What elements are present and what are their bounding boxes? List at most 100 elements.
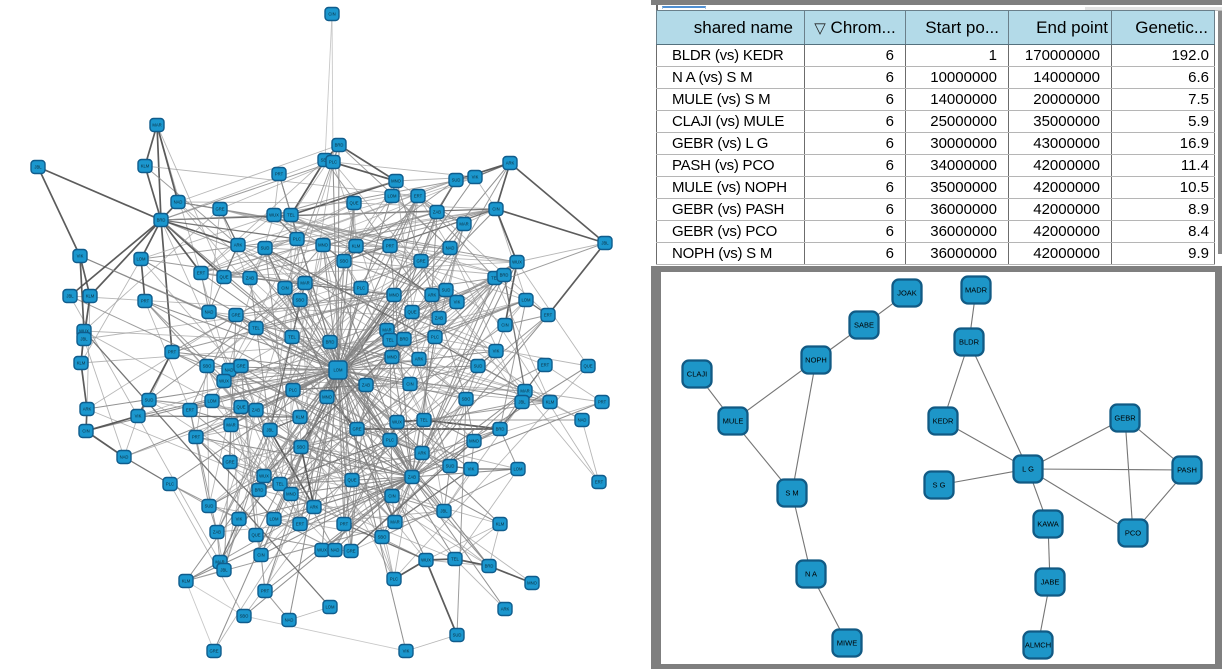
- svg-text:MNO: MNO: [286, 492, 297, 497]
- svg-text:BRD: BRD: [500, 273, 509, 278]
- svg-text:ERT: ERT: [296, 522, 305, 527]
- svg-text:NAD: NAD: [446, 246, 455, 251]
- svg-text:QUE: QUE: [219, 275, 228, 280]
- svg-text:SUD: SUD: [446, 464, 455, 469]
- svg-text:KLM: KLM: [546, 400, 555, 405]
- svg-text:QUE: QUE: [251, 533, 260, 538]
- svg-text:ALMCH: ALMCH: [1025, 641, 1051, 650]
- svg-text:MAR: MAR: [226, 423, 235, 428]
- svg-text:LOM: LOM: [387, 194, 397, 199]
- svg-text:ZAB: ZAB: [435, 316, 443, 321]
- svg-text:JOAK: JOAK: [897, 289, 917, 298]
- svg-text:PASH: PASH: [1177, 466, 1197, 475]
- svg-text:KLM: KLM: [141, 164, 150, 169]
- svg-text:KLM: KLM: [352, 244, 361, 249]
- svg-text:PLC: PLC: [390, 577, 398, 582]
- svg-text:LOM: LOM: [136, 257, 146, 262]
- svg-text:NAD: NAD: [578, 418, 587, 423]
- svg-text:CIN: CIN: [328, 12, 335, 17]
- svg-text:QUE: QUE: [407, 310, 416, 315]
- svg-text:ARK: ARK: [501, 607, 510, 612]
- svg-text:ERT: ERT: [197, 271, 206, 276]
- svg-text:WUX: WUX: [79, 329, 89, 334]
- svg-text:WUX: WUX: [512, 260, 522, 265]
- svg-text:GRE: GRE: [209, 649, 218, 654]
- svg-text:ZAB: ZAB: [252, 408, 260, 413]
- svg-text:ZAB: ZAB: [362, 383, 370, 388]
- svg-text:BRD: BRD: [400, 337, 409, 342]
- svg-text:WUX: WUX: [317, 548, 327, 553]
- svg-text:PLC: PLC: [166, 482, 174, 487]
- svg-text:LOM: LOM: [269, 517, 279, 522]
- svg-text:CIN: CIN: [501, 323, 508, 328]
- svg-text:NAD: NAD: [120, 455, 129, 460]
- svg-text:ARK: ARK: [310, 505, 319, 510]
- svg-text:PRT: PRT: [275, 172, 284, 177]
- svg-text:VIK: VIK: [472, 175, 479, 180]
- svg-text:SUD: SUD: [474, 364, 483, 369]
- svg-text:PRT: PRT: [386, 244, 395, 249]
- svg-text:GRE: GRE: [236, 364, 245, 369]
- svg-text:SUD: SUD: [145, 398, 154, 403]
- svg-text:TEL: TEL: [491, 276, 499, 281]
- svg-text:SUD: SUD: [261, 246, 270, 251]
- svg-text:LOM: LOM: [325, 605, 335, 610]
- svg-text:PRT: PRT: [141, 299, 150, 304]
- svg-text:LOM: LOM: [207, 399, 217, 404]
- svg-text:SUD: SUD: [453, 633, 462, 638]
- svg-text:ZAB: ZAB: [408, 475, 416, 480]
- svg-text:MNO: MNO: [391, 179, 402, 184]
- svg-text:MNO: MNO: [469, 439, 480, 444]
- svg-text:TEL: TEL: [252, 326, 260, 331]
- svg-text:LOM: LOM: [521, 298, 531, 303]
- svg-text:VIK: VIK: [454, 300, 461, 305]
- svg-text:MNO: MNO: [318, 243, 329, 248]
- svg-text:ERT: ERT: [544, 313, 553, 318]
- svg-text:VIK: VIK: [468, 467, 475, 472]
- svg-text:JBL: JBL: [518, 400, 526, 405]
- svg-text:KAWA: KAWA: [1037, 520, 1059, 529]
- svg-text:JBL: JBL: [266, 428, 274, 433]
- svg-text:CIN: CIN: [281, 286, 288, 291]
- svg-text:TEL: TEL: [287, 213, 295, 218]
- svg-text:PLC: PLC: [386, 438, 394, 443]
- svg-text:BRD: BRD: [157, 218, 166, 223]
- svg-text:ERT: ERT: [595, 480, 604, 485]
- svg-text:MAR: MAR: [459, 222, 468, 227]
- svg-text:MNO: MNO: [387, 355, 398, 360]
- svg-text:VIK: VIK: [403, 649, 410, 654]
- svg-text:PRT: PRT: [598, 400, 607, 405]
- svg-text:JBL: JBL: [220, 568, 228, 573]
- svg-text:SUD: SUD: [205, 504, 214, 509]
- svg-text:PLC: PLC: [431, 335, 439, 340]
- svg-text:SBO: SBO: [340, 259, 350, 264]
- svg-text:ZAB: ZAB: [433, 210, 441, 215]
- svg-text:NAD: NAD: [205, 310, 214, 315]
- svg-text:N A: N A: [805, 570, 817, 579]
- svg-text:GRE: GRE: [346, 549, 355, 554]
- svg-text:CIN: CIN: [257, 553, 264, 558]
- svg-text:ARK: ARK: [418, 451, 427, 456]
- svg-text:WUX: WUX: [259, 474, 269, 479]
- svg-text:QUE: QUE: [347, 478, 356, 483]
- svg-text:LOM: LOM: [513, 467, 523, 472]
- svg-text:BRD: BRD: [255, 488, 264, 493]
- svg-text:TEL: TEL: [420, 418, 428, 423]
- svg-text:L G: L G: [1022, 465, 1034, 474]
- svg-text:PLC: PLC: [293, 237, 301, 242]
- svg-text:LOM: LOM: [333, 368, 343, 373]
- svg-text:BRD: BRD: [326, 340, 335, 345]
- svg-text:BRD: BRD: [485, 564, 494, 569]
- svg-text:PRT: PRT: [340, 522, 349, 527]
- svg-text:KLM: KLM: [182, 579, 191, 584]
- svg-text:WUX: WUX: [392, 420, 402, 425]
- svg-text:QUE: QUE: [236, 405, 245, 410]
- svg-text:BRD: BRD: [496, 427, 505, 432]
- svg-text:SBO: SBO: [378, 535, 388, 540]
- svg-text:SUD: SUD: [442, 288, 451, 293]
- svg-text:SBO: SBO: [296, 298, 306, 303]
- svg-text:BLDR: BLDR: [959, 338, 980, 347]
- svg-text:ERT: ERT: [541, 363, 550, 368]
- svg-text:MAR: MAR: [382, 328, 391, 333]
- svg-text:JBL: JBL: [80, 337, 88, 342]
